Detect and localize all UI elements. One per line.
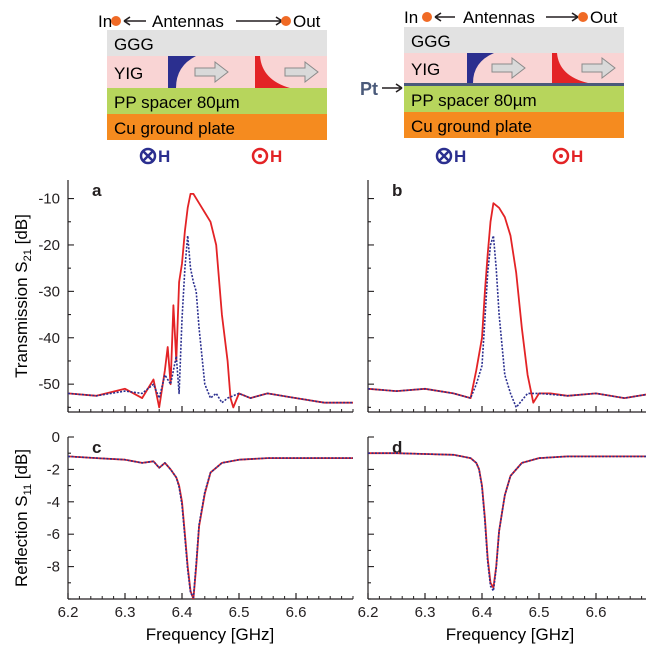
field-left-label: H — [454, 147, 466, 166]
y-tick-label: 0 — [52, 429, 60, 446]
copper-layer — [107, 114, 327, 140]
field-out-of-page-icon — [552, 147, 570, 165]
x-tick-label: 6.2 — [58, 604, 79, 621]
antennas-label: Antennas — [463, 8, 535, 27]
x-tick-label: 6.6 — [586, 604, 607, 621]
pt-arrow-icon — [382, 83, 403, 93]
y-tick-label: -2 — [47, 461, 60, 478]
propagation-arrow-icon — [284, 60, 319, 84]
y-tick-label: -6 — [47, 526, 60, 543]
panel-label-c: c — [92, 438, 101, 457]
x-axis-title-right: Frequency [GHz] — [446, 625, 575, 644]
pt-layer — [404, 83, 624, 86]
spacer-layer-label: PP spacer 80µm — [411, 91, 537, 110]
panel-label-d: d — [392, 438, 402, 457]
copper-layer-label: Cu ground plate — [114, 119, 235, 138]
plot-panels: -10 -20 -30 -40 -50 a b 6.2 6.3 6.4 6.5 6.6 0 -2 -4 -6 -… — [38, 180, 646, 621]
blue-series-line — [368, 452, 646, 592]
y-tick-label: -4 — [47, 494, 60, 511]
x-tick-label: 6.6 — [286, 604, 307, 621]
panel-c: 6.2 6.3 6.4 6.5 6.6 0 -2 -4 -6 -8 c — [47, 429, 354, 621]
red-mode-profile — [255, 56, 290, 88]
blue-mode-profile — [168, 56, 196, 88]
field-right-label: H — [571, 147, 583, 166]
output-label: Out — [293, 12, 321, 31]
propagation-arrow-icon — [491, 56, 526, 80]
antennas-label: Antennas — [152, 12, 224, 31]
series-group — [68, 455, 353, 599]
y-tick-label: -30 — [38, 283, 60, 300]
copper-layer — [404, 112, 624, 138]
blue-mode-profile — [467, 53, 494, 83]
x-axis-title-left: Frequency [GHz] — [146, 625, 275, 644]
field-into-page-icon — [435, 147, 453, 165]
yig-layer-label: YIG — [114, 64, 143, 83]
series-group — [368, 452, 646, 592]
blue-series-line — [68, 455, 353, 599]
field-left-label: H — [158, 147, 170, 166]
panel-a: -10 -20 -30 -40 -50 a — [38, 180, 354, 413]
panel-b: b — [367, 180, 646, 413]
yig-layer-label: YIG — [411, 60, 440, 79]
input-label: In — [404, 8, 418, 27]
x-tick-label: 6.5 — [229, 604, 250, 621]
output-antenna-dot — [281, 16, 291, 26]
field-right-label: H — [270, 147, 282, 166]
propagation-arrow-icon — [194, 60, 229, 84]
red-series-line — [368, 202, 646, 404]
panel-d: 6.2 6.3 6.4 6.5 6.6 d — [358, 436, 646, 621]
ggg-layer — [107, 30, 327, 56]
y-tick-label: -20 — [38, 237, 60, 254]
left-arrow-icon — [434, 12, 455, 22]
y-tick-label: -10 — [38, 191, 60, 208]
ggg-layer-label: GGG — [411, 32, 451, 51]
ggg-layer-label: GGG — [114, 35, 154, 54]
ggg-layer — [404, 27, 624, 53]
blue-series-line — [68, 234, 353, 404]
right-arrow-icon — [236, 16, 283, 26]
panel-label-a: a — [92, 181, 102, 200]
reflection-axis-title: Reflection S11 [dB] — [12, 449, 34, 587]
copper-layer-label: Cu ground plate — [411, 117, 532, 136]
propagation-arrow-icon — [581, 56, 616, 80]
series-group — [368, 202, 646, 409]
schematic-left: In Antennas Out GGG YIG PP spacer 80µm C… — [98, 12, 327, 166]
left-arrow-icon — [123, 16, 146, 26]
x-tick-label: 6.3 — [115, 604, 136, 621]
spacer-layer — [404, 86, 624, 112]
y-tick-label: -50 — [38, 376, 60, 393]
output-label: Out — [590, 8, 618, 27]
y-tick-label: -40 — [38, 330, 60, 347]
pt-label: Pt — [360, 79, 378, 99]
red-series-line — [68, 455, 353, 599]
x-tick-label: 6.2 — [358, 604, 379, 621]
y-tick-label: -8 — [47, 559, 60, 576]
red-mode-profile — [552, 53, 588, 83]
blue-series-line — [368, 234, 646, 409]
field-out-of-page-icon — [251, 147, 269, 165]
schematic-right: In Antennas Out GGG YIG PP spacer 80µm C… — [360, 8, 624, 166]
x-tick-label: 6.5 — [529, 604, 550, 621]
panel-label-b: b — [392, 181, 402, 200]
spacer-layer — [107, 88, 327, 114]
x-tick-label: 6.3 — [415, 604, 436, 621]
output-antenna-dot — [578, 12, 588, 22]
x-tick-label: 6.4 — [472, 604, 493, 621]
input-antenna-dot — [422, 12, 432, 22]
right-arrow-icon — [546, 12, 579, 22]
x-tick-label: 6.4 — [172, 604, 193, 621]
input-label: In — [98, 12, 112, 31]
spacer-layer-label: PP spacer 80µm — [114, 93, 240, 112]
transmission-axis-title: Transmission S21 [dB] — [12, 214, 34, 378]
field-into-page-icon — [139, 147, 157, 165]
input-antenna-dot — [111, 16, 121, 26]
red-series-line — [68, 192, 353, 409]
red-series-line — [368, 452, 646, 589]
series-group — [68, 192, 353, 409]
